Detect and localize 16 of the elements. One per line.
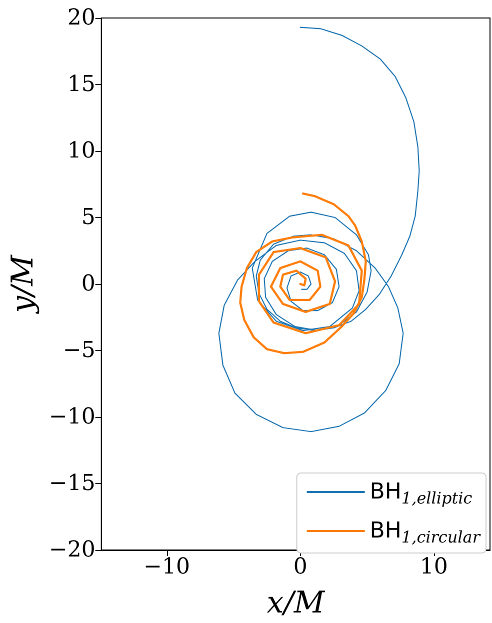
y-tick-label: 15 — [67, 72, 96, 97]
y-tick-label: 5 — [81, 205, 96, 230]
y-tick-label: −15 — [48, 471, 96, 496]
y-tick-label: −5 — [62, 338, 96, 363]
y-tick-label: 10 — [67, 138, 96, 164]
y-tick-label: 20 — [67, 6, 96, 30]
y-tick-label: −10 — [48, 404, 96, 430]
x-tick-label: −10 — [144, 554, 190, 580]
x-axis-title: x/M — [266, 586, 326, 620]
y-tick-label: 0 — [81, 272, 96, 296]
x-tick-label: 10 — [420, 554, 448, 580]
line-series — [218, 26, 420, 432]
x-tick-label: 0 — [293, 554, 308, 580]
y-axis-title: y/M — [6, 254, 40, 315]
line-series — [239, 192, 367, 354]
y-tick-label: −20 — [48, 538, 96, 562]
